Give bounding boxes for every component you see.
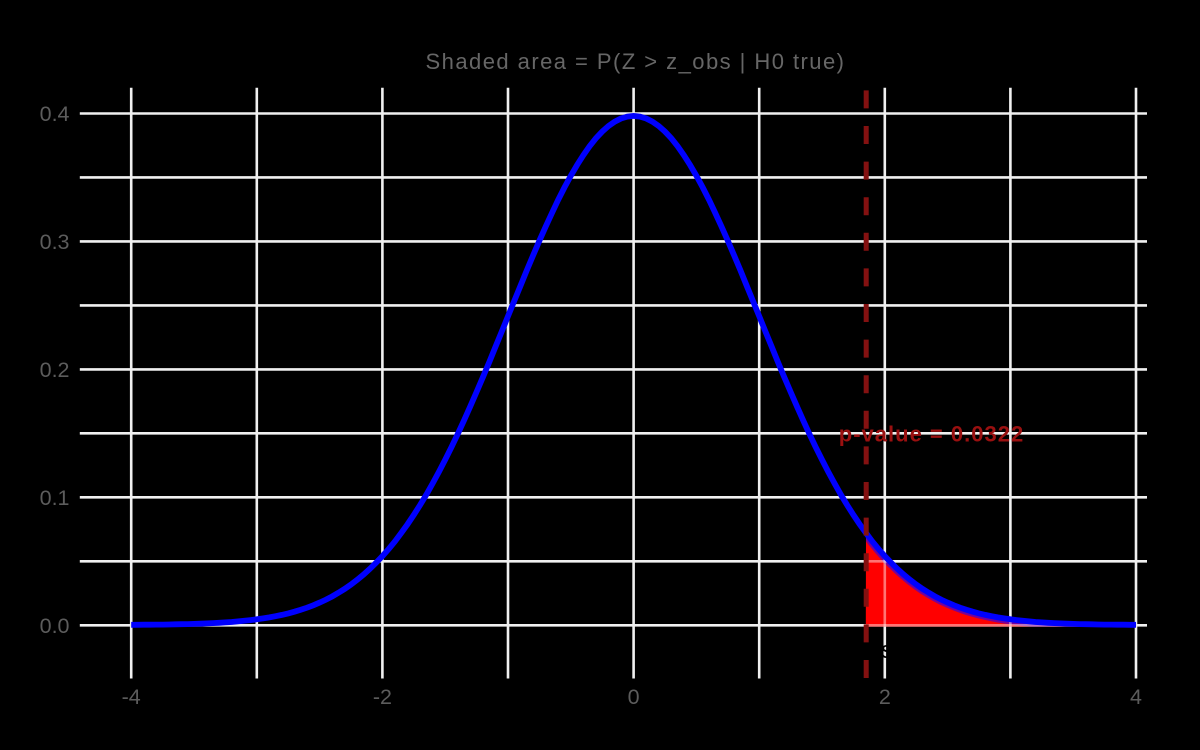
svg-text:0: 0 xyxy=(628,685,640,709)
svg-text:Shaded area = P(Z > z_obs | H0: Shaded area = P(Z > z_obs | H0 true) xyxy=(426,49,846,74)
svg-text:0.3: 0.3 xyxy=(40,230,70,254)
svg-text:0.2: 0.2 xyxy=(40,358,70,382)
svg-text:-2: -2 xyxy=(373,685,392,709)
svg-text:0.4: 0.4 xyxy=(40,102,70,126)
svg-text:4: 4 xyxy=(1130,685,1142,709)
svg-text:-4: -4 xyxy=(122,685,141,709)
svg-text:0.0: 0.0 xyxy=(40,614,70,638)
svg-text:2: 2 xyxy=(879,685,891,709)
svg-text:p-value = 0.0322: p-value = 0.0322 xyxy=(839,422,1024,447)
svg-text:0.1: 0.1 xyxy=(40,486,70,510)
svg-text:z_obs: z_obs xyxy=(829,637,893,664)
